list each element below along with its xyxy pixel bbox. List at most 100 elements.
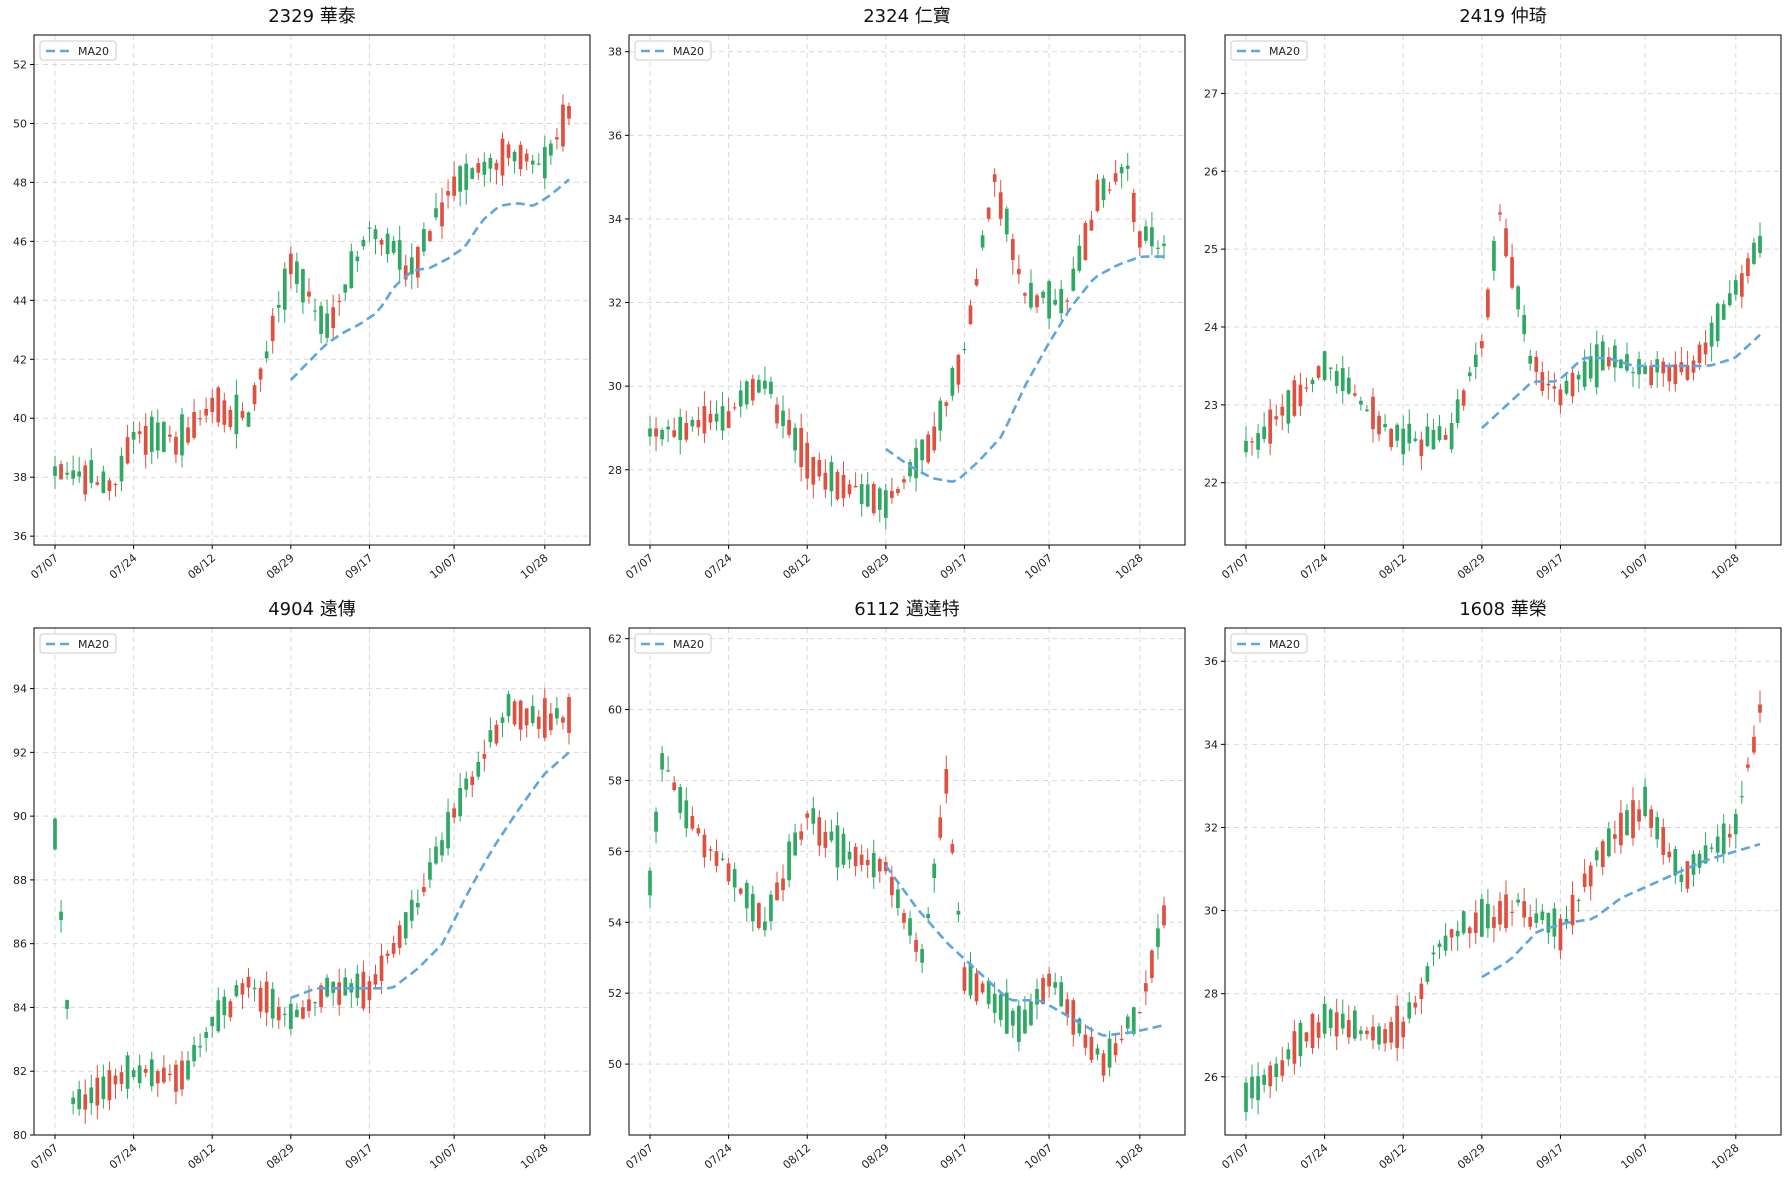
candle-body xyxy=(1144,226,1148,241)
candle-body xyxy=(216,1000,221,1032)
candle-body xyxy=(678,787,683,813)
candle-body xyxy=(434,846,438,864)
candle-body xyxy=(811,808,816,824)
candle-body xyxy=(1697,344,1702,364)
candle-body xyxy=(1280,1060,1285,1076)
candle-body xyxy=(307,999,311,1012)
legend-label: MA20 xyxy=(78,638,109,651)
candle-body xyxy=(1035,988,1039,1005)
candle-body xyxy=(1715,836,1720,853)
candle-body xyxy=(654,428,658,437)
candle-body xyxy=(775,882,779,901)
candle-body xyxy=(1107,189,1112,191)
candle-body xyxy=(1377,1026,1381,1045)
plot-frame xyxy=(33,627,591,1136)
candle-body xyxy=(690,815,695,829)
plot-frame xyxy=(628,34,1186,546)
y-tick-label: 32 xyxy=(608,297,622,310)
candle-body xyxy=(720,858,725,860)
candle-body xyxy=(805,813,810,818)
candle-body xyxy=(708,849,713,851)
candle-body xyxy=(1137,1011,1142,1014)
candle-body xyxy=(379,239,384,245)
candle-body xyxy=(1328,1009,1333,1029)
candle-body xyxy=(920,949,924,963)
candle-body xyxy=(1752,242,1756,264)
candle-body xyxy=(1310,379,1315,385)
candle-body xyxy=(1328,367,1333,369)
candle-body xyxy=(313,1002,317,1004)
x-tick-label: 10/07 xyxy=(427,1141,460,1171)
candle-body xyxy=(464,163,469,190)
candle-body xyxy=(1389,1021,1393,1043)
candle-body xyxy=(385,953,390,956)
candle-body xyxy=(690,419,695,427)
candle-body xyxy=(835,825,840,868)
candle-body xyxy=(252,987,257,990)
candle-body xyxy=(890,490,894,499)
candle-body xyxy=(1552,908,1557,937)
candle-body xyxy=(1017,1005,1021,1043)
candle-body xyxy=(1340,368,1345,392)
candle-body xyxy=(71,470,75,479)
candle-body xyxy=(1528,916,1533,927)
x-tick-label: 07/07 xyxy=(623,1141,656,1171)
candle-body xyxy=(1407,423,1412,444)
candle-body xyxy=(71,1097,75,1105)
candle-body xyxy=(288,253,293,275)
candle-body xyxy=(282,268,287,310)
ma20-line xyxy=(884,864,1165,1037)
candle-body xyxy=(125,1055,130,1089)
candle-body xyxy=(1570,372,1575,397)
candle-body xyxy=(1510,911,1514,913)
y-tick-label: 36 xyxy=(13,530,27,543)
candle-body xyxy=(119,455,124,482)
candle-body xyxy=(391,240,396,253)
candle-body xyxy=(871,483,876,514)
candle-body xyxy=(1304,387,1309,389)
candle-body xyxy=(1137,231,1142,248)
candle-body xyxy=(125,437,130,464)
candle-body xyxy=(926,913,931,919)
candle-body xyxy=(210,1016,215,1027)
legend-box xyxy=(1230,40,1308,61)
candle-body xyxy=(301,1007,305,1019)
candle-body xyxy=(835,471,840,500)
candle-body xyxy=(1733,813,1738,835)
candle-body xyxy=(1298,384,1303,407)
candle-body xyxy=(1510,257,1514,288)
candle-body xyxy=(1655,817,1660,840)
candle-body xyxy=(1679,874,1684,882)
candle-body xyxy=(980,235,985,248)
candle-body xyxy=(1334,1012,1339,1037)
candle-body xyxy=(1383,1029,1387,1044)
x-tick-label: 07/07 xyxy=(1219,551,1252,581)
candle-body xyxy=(549,713,553,731)
candle-body xyxy=(1131,192,1136,223)
candle-body xyxy=(1473,912,1478,934)
candle-body xyxy=(1600,841,1605,868)
candle-body xyxy=(1286,1049,1291,1060)
candle-body xyxy=(355,256,360,262)
candle-body xyxy=(702,834,707,858)
candle-body xyxy=(440,840,444,856)
candle-body xyxy=(1625,354,1629,371)
candle-body xyxy=(409,257,414,275)
candle-body xyxy=(228,409,233,428)
candle-body xyxy=(1077,245,1082,271)
candle-body xyxy=(896,489,900,494)
candle-body xyxy=(234,394,239,435)
candle-body xyxy=(877,859,882,872)
y-tick-label: 56 xyxy=(608,845,622,858)
candle-body xyxy=(464,778,469,790)
x-tick-label: 08/29 xyxy=(859,1141,892,1171)
candle-body xyxy=(1552,386,1557,389)
candle-body xyxy=(440,202,444,227)
x-tick-label: 07/07 xyxy=(1219,1141,1252,1171)
candle-body xyxy=(1352,1010,1357,1039)
candle-body xyxy=(1534,356,1539,372)
candle-body xyxy=(1486,289,1490,318)
candle-body xyxy=(1101,1053,1106,1076)
chart-title: 2419 仲琦 xyxy=(1459,6,1547,27)
candle-body xyxy=(1365,409,1369,412)
